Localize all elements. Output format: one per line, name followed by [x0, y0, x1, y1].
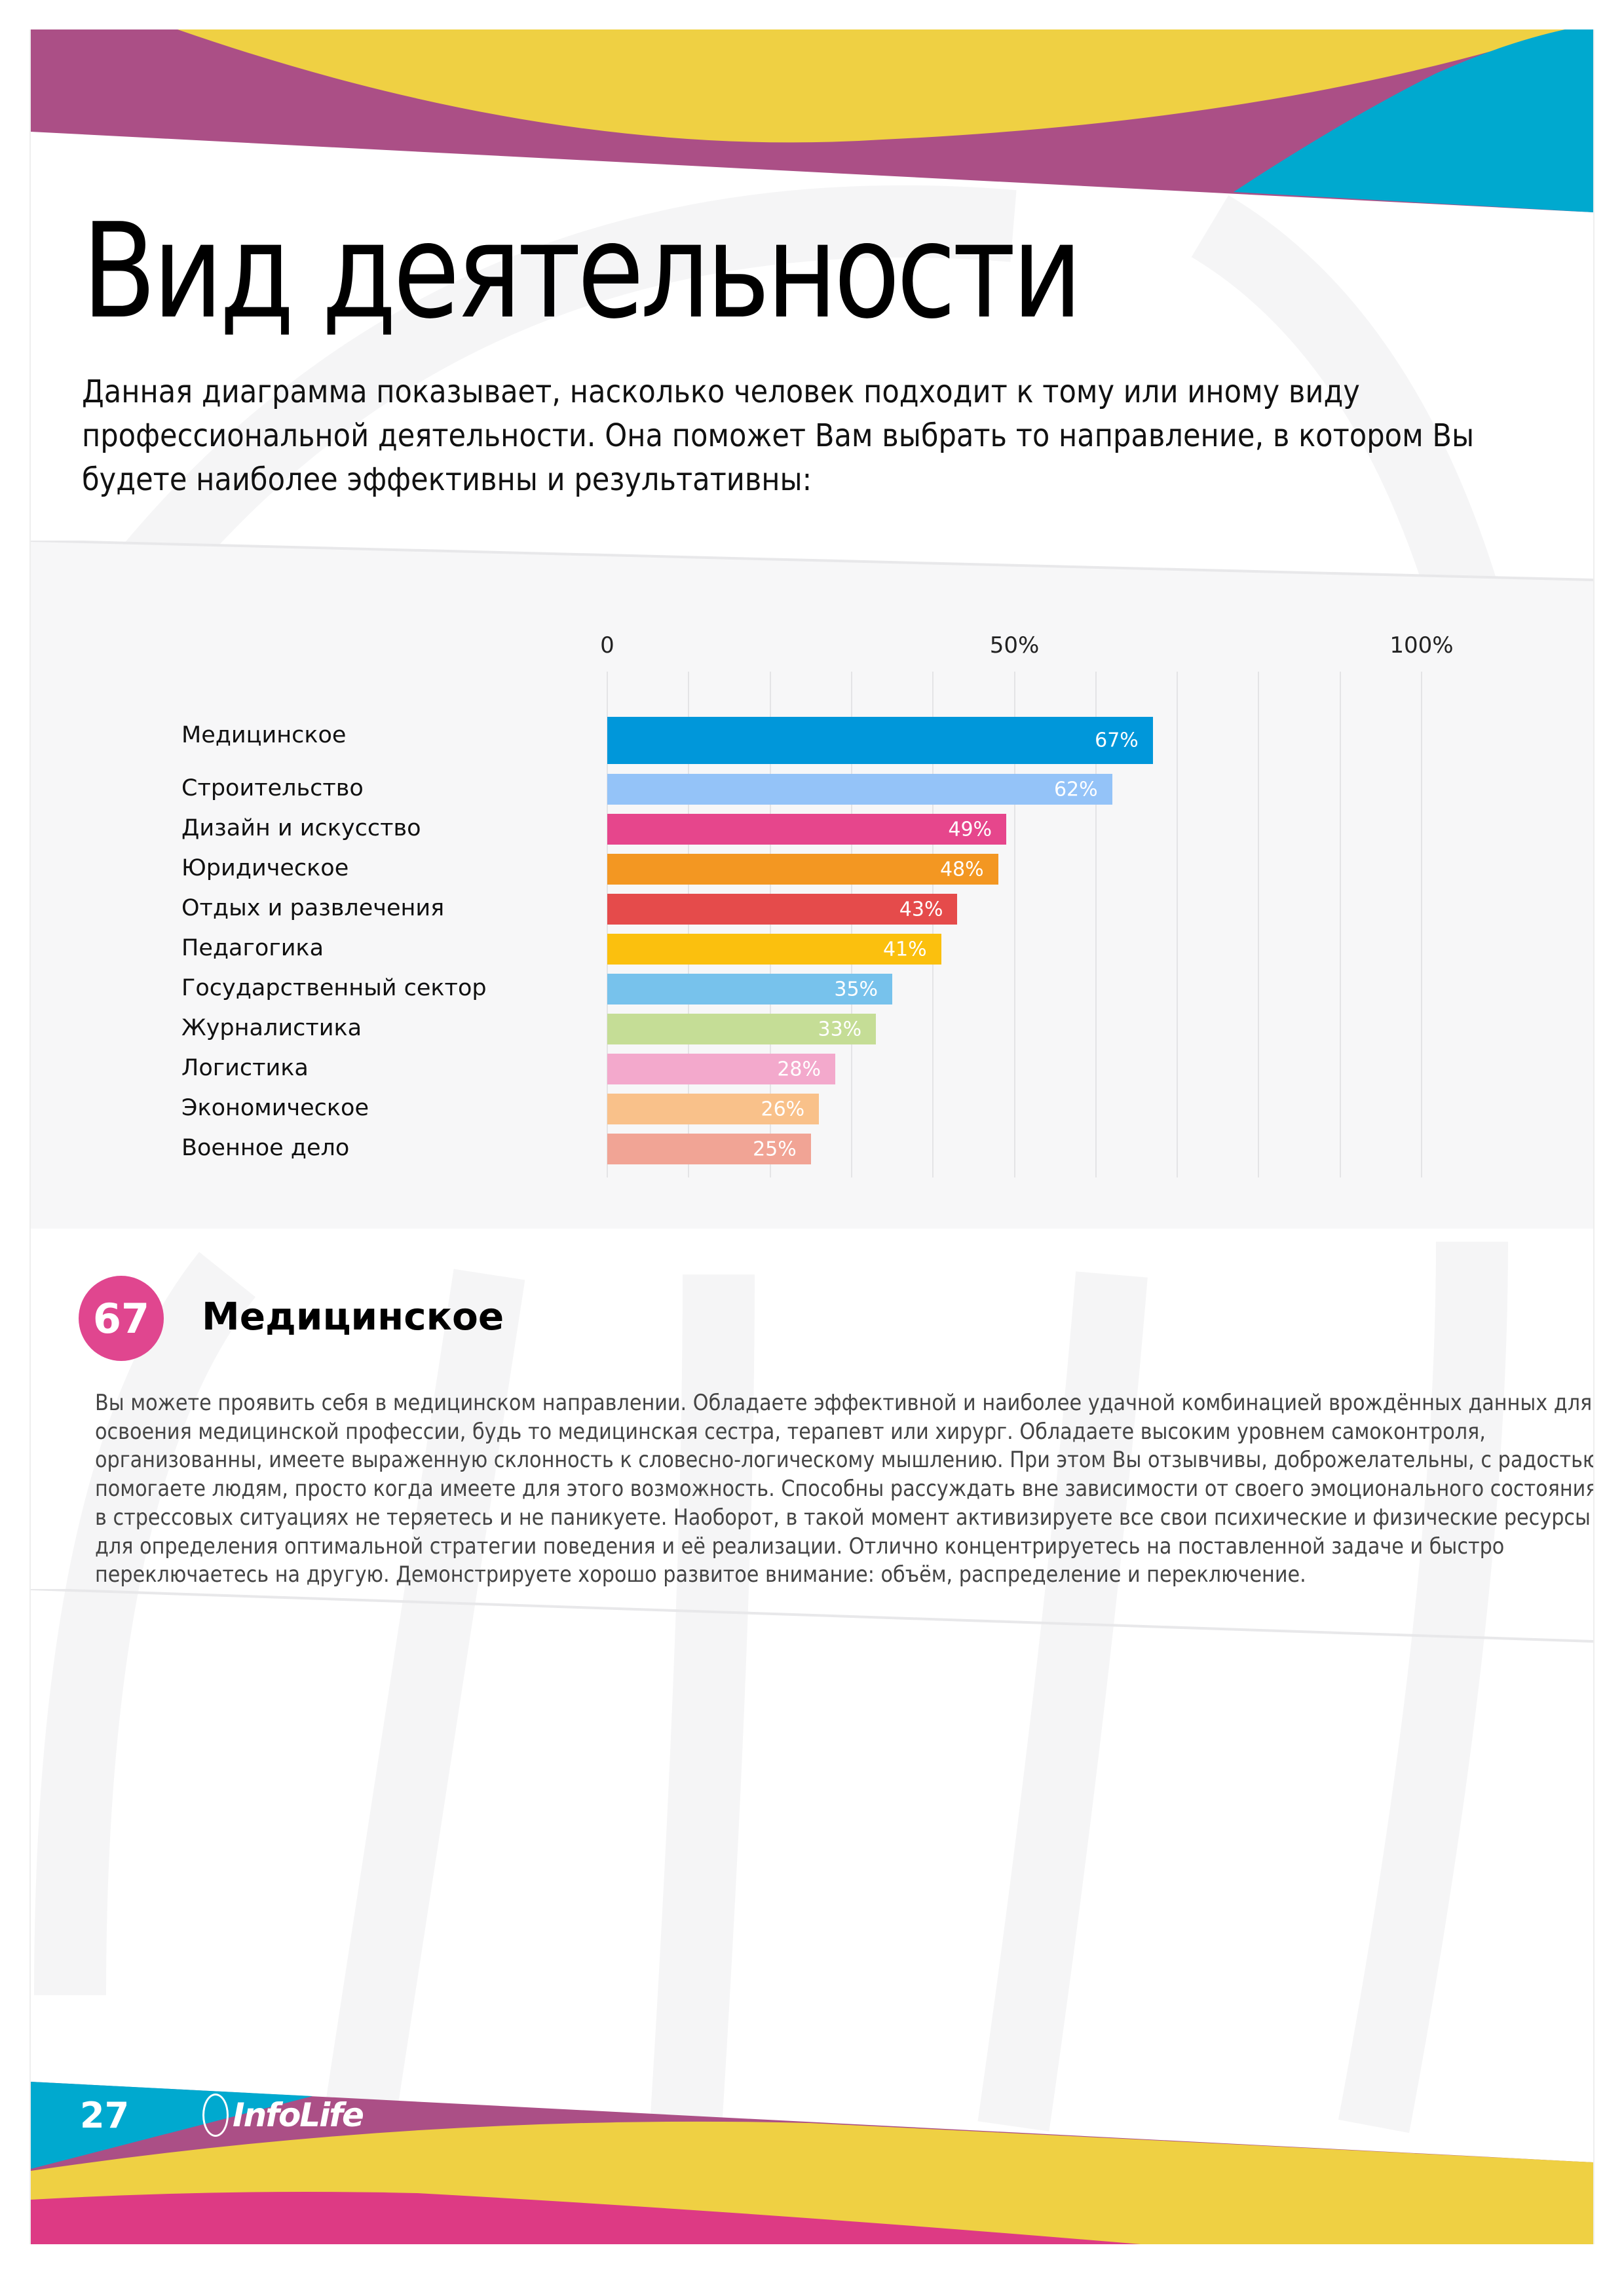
x-tick-label: 100% — [1389, 632, 1454, 659]
logo-text: InfoLife — [233, 2096, 364, 2134]
report-page: Вид деятельности Данная диаграмма показы… — [29, 29, 1595, 2244]
bar-value-label: 35% — [834, 978, 878, 1001]
header-decoration — [31, 29, 1593, 212]
category-label: Логистика — [181, 1055, 309, 1081]
bar: 48% — [607, 854, 998, 885]
bar-value-label: 33% — [818, 1018, 862, 1041]
bar-value-label: 48% — [939, 858, 984, 881]
gridline — [769, 672, 771, 1177]
background-watermark — [31, 185, 1574, 2133]
intro-text: Данная диаграмма показывает, насколько ч… — [82, 373, 1475, 498]
x-tick-label: 0 — [600, 632, 614, 659]
gridline — [1339, 672, 1341, 1177]
category-label: Экономическое — [181, 1095, 369, 1121]
chart-background — [31, 541, 1593, 1229]
bar: 26% — [607, 1094, 820, 1124]
category-label: Строительство — [181, 775, 364, 801]
gridline — [932, 672, 934, 1177]
category-label: Журналистика — [181, 1015, 362, 1041]
bar-value-label: 49% — [948, 818, 992, 841]
x-tick-label: 50% — [989, 632, 1040, 659]
category-label: Военное дело — [181, 1135, 350, 1161]
bar-value-label: 43% — [899, 898, 943, 921]
divider-line — [31, 1589, 1593, 1643]
category-label: Юридическое — [181, 855, 349, 881]
bar-value-label: 28% — [777, 1058, 821, 1081]
category-label: Педагогика — [181, 935, 324, 961]
bar: 35% — [607, 974, 893, 1004]
header-cyan-shape — [1234, 29, 1593, 212]
gridline — [1258, 672, 1260, 1177]
bar: 67% — [607, 717, 1153, 764]
category-label: Отдых и развлечения — [181, 895, 445, 921]
bar: 62% — [607, 774, 1112, 805]
footer-cyan-shape — [31, 2082, 312, 2169]
category-label: Государственный сектор — [181, 975, 487, 1001]
gridline — [688, 672, 690, 1177]
bar: 25% — [607, 1134, 811, 1164]
infolife-logo: InfoLife — [202, 2094, 364, 2137]
logo-emblem-icon — [202, 2094, 229, 2137]
gridline — [850, 672, 852, 1177]
bar-value-label: 26% — [761, 1098, 805, 1120]
bar-value-label: 25% — [753, 1138, 797, 1160]
section-description: Вы можете проявить себя в медицинском на… — [95, 1390, 1595, 1588]
gridline — [1095, 672, 1097, 1177]
bar-value-label: 67% — [1095, 729, 1139, 752]
page-number: 27 — [80, 2095, 130, 2136]
page-title: Вид деятельности — [82, 195, 1082, 348]
bar: 43% — [607, 894, 958, 925]
gridline — [1421, 672, 1422, 1177]
gridline — [1177, 672, 1179, 1177]
score-badge: 67 — [79, 1276, 164, 1361]
bar: 28% — [607, 1054, 836, 1084]
category-label: Медицинское — [181, 722, 347, 748]
category-label: Дизайн и искусство — [181, 815, 421, 841]
footer-decoration — [31, 2082, 1593, 2244]
footer-pink-shape — [31, 2191, 1141, 2244]
bar-value-label: 62% — [1053, 778, 1098, 801]
bar: 49% — [607, 814, 1007, 845]
section-heading: Медицинское — [202, 1294, 504, 1339]
bar: 41% — [607, 934, 941, 965]
bar-value-label: 41% — [882, 938, 927, 961]
gridline — [1013, 672, 1015, 1177]
gridline — [607, 672, 608, 1177]
bar: 33% — [607, 1014, 877, 1044]
header-yellow-shape — [178, 29, 1565, 143]
